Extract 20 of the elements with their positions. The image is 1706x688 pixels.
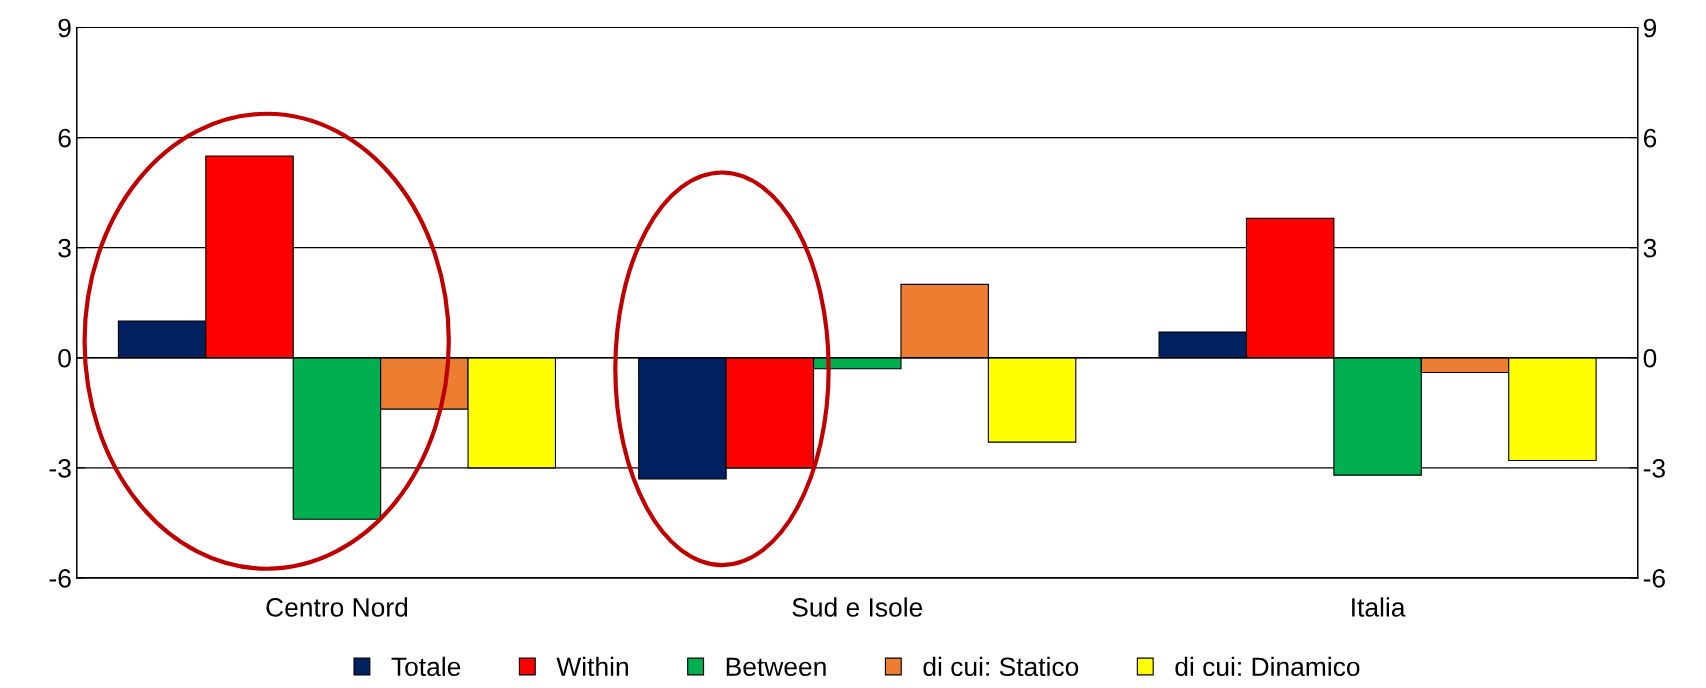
- x-tick-label: Sud e Isole: [792, 597, 923, 617]
- y-tick-label: 3: [58, 238, 71, 258]
- y2-tick-label: 9: [1643, 18, 1657, 38]
- y-tick-label: 0: [58, 348, 71, 368]
- legend-label: Totale: [391, 656, 461, 677]
- y-tick-label: 6: [58, 128, 71, 148]
- y-tick-label: -6: [49, 569, 71, 588]
- x-tick-label: Italia: [1352, 597, 1406, 617]
- x-tick-label: Centro Nord: [266, 597, 408, 617]
- y2-tick-label: -6: [1643, 569, 1665, 588]
- legend-label: di cui: Dinamico: [1175, 656, 1360, 677]
- y2-tick-label: 6: [1643, 128, 1657, 148]
- y2-tick-label: 0: [1643, 348, 1657, 368]
- y2-tick-label: -3: [1643, 458, 1665, 478]
- legend-label: di cui: Statico: [923, 656, 1079, 677]
- legend-label: Between: [726, 657, 826, 677]
- y2-tick-label: 3: [1643, 238, 1657, 258]
- y-tick-label: 9: [58, 18, 71, 38]
- y-tick-label: -3: [49, 458, 71, 478]
- legend-label: Within: [556, 656, 628, 677]
